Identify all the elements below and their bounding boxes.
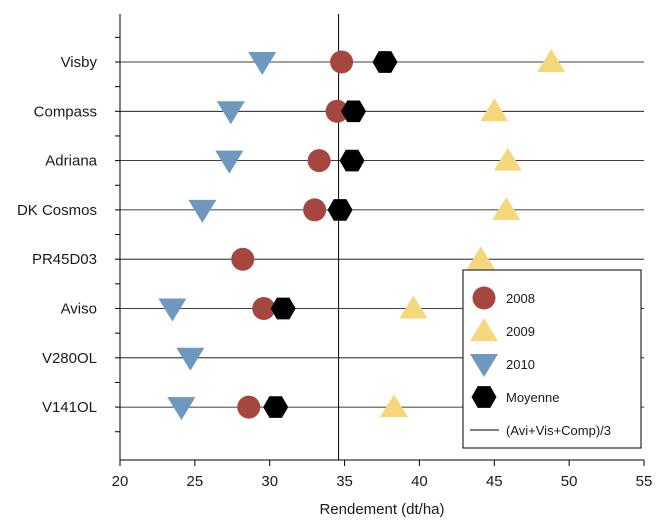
legend-label-moyenne: Moyenne [506, 390, 559, 405]
point-2009-adriana [493, 147, 522, 171]
point-2009-v141ol [379, 394, 408, 418]
category-label-v280ol: V280OL [42, 350, 97, 367]
point-2009-aviso [399, 295, 428, 319]
category-labels: Visby Compass Adriana DK Cosmos PR45D03 Aviso… [17, 54, 98, 416]
point-2009-visby [537, 49, 566, 72]
x-tick-label-30: 30 [261, 473, 278, 490]
axis-layer [119, 14, 644, 461]
point-moyenne-adriana [339, 149, 365, 172]
point-2010-adriana [215, 150, 244, 174]
point-2008-adriana [307, 149, 331, 173]
point-moyenne-dk-cosmos [327, 199, 353, 221]
point-2010-v141ol [167, 397, 196, 421]
point-moyenne-v141ol [263, 396, 289, 418]
legend-label-2009: 2009 [506, 324, 535, 339]
x-tick-label-20: 20 [112, 473, 129, 490]
legend-label-reference-line: (Avi+Vis+Comp)/3 [506, 423, 611, 438]
point-moyenne-compass [341, 100, 367, 123]
point-moyenne-aviso [270, 297, 296, 320]
legend-marker-2008 [472, 286, 496, 310]
legend-label-2008: 2008 [506, 291, 535, 306]
point-2010-dk-cosmos [188, 199, 217, 223]
legend-marker-2010 [470, 354, 498, 377]
point-2008-v141ol [237, 395, 261, 419]
x-tick-label-50: 50 [561, 473, 578, 490]
point-2009-dk-cosmos [492, 196, 521, 220]
category-label-visby: Visby [61, 54, 98, 71]
legend-marker-2009 [470, 318, 498, 341]
x-tick-label-35: 35 [336, 473, 353, 490]
x-tick-label-25: 25 [187, 473, 204, 490]
marks-layer [158, 49, 566, 421]
point-2008-compass [325, 99, 349, 123]
point-2010-aviso [158, 298, 187, 322]
category-label-aviso: Aviso [61, 301, 97, 318]
legend-marker-moyenne [471, 386, 497, 408]
category-label-compass: Compass [34, 103, 97, 120]
category-label-v141ol: V141OL [42, 399, 97, 416]
point-2008-dk-cosmos [303, 198, 327, 222]
legend-label-2010: 2010 [506, 357, 535, 372]
category-label-pr45d03: PR45D03 [32, 251, 97, 268]
category-label-dk-cosmos: DK Cosmos [17, 202, 97, 219]
point-2009-pr45d03 [466, 246, 495, 270]
point-2008-visby [330, 50, 354, 74]
point-2010-visby [248, 52, 277, 75]
point-2010-v280ol [176, 347, 205, 371]
x-axis-title: Rendement (dt/ha) [319, 501, 444, 518]
point-2009-compass [480, 98, 509, 122]
point-2010-compass [216, 101, 245, 125]
category-label-adriana: Adriana [45, 153, 97, 170]
x-tick-label-45: 45 [486, 473, 503, 490]
x-tick-label-40: 40 [411, 473, 428, 490]
point-2008-aviso [252, 297, 276, 320]
point-2008-pr45d03 [231, 247, 255, 271]
point-moyenne-visby [372, 51, 398, 73]
x-ticks: 20 25 30 35 40 45 50 55 [112, 460, 653, 490]
x-tick-label-55: 55 [636, 473, 653, 490]
legend: 2008 2009 2010 Moyenne (Avi+Vis+Comp)/3 [462, 269, 642, 449]
